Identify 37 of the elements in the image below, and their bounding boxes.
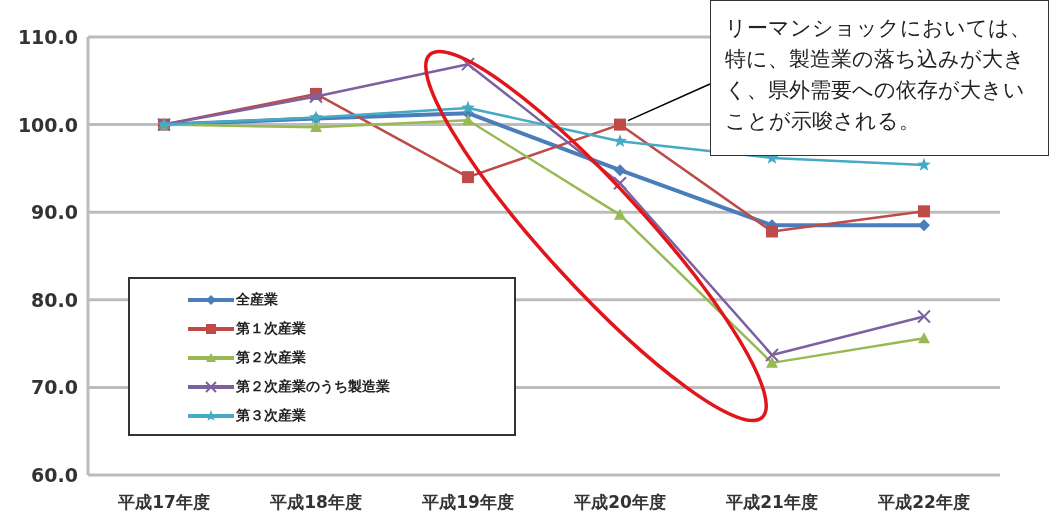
point — [917, 309, 931, 324]
point — [614, 208, 626, 220]
point — [766, 225, 778, 238]
y-tick-label: 70.0 — [31, 376, 78, 399]
point — [309, 89, 323, 104]
y-tick-label: 90.0 — [31, 201, 78, 224]
point — [462, 171, 474, 184]
legend-label: 第３次産業 — [236, 406, 306, 425]
point — [461, 57, 475, 72]
legend-label: 第２次産業のうち製造業 — [236, 377, 390, 396]
point — [766, 356, 778, 368]
x-tick-label: 平成17年度 — [117, 492, 210, 512]
point — [461, 100, 475, 114]
x-tick-label: 平成21年度 — [725, 492, 818, 512]
y-tick-label: 100.0 — [17, 113, 78, 136]
y-tick-label: 110.0 — [17, 26, 78, 48]
y-tick-label: 60.0 — [31, 464, 78, 486]
x-tick-label: 平成20年度 — [573, 492, 666, 512]
legend-label: 全産業 — [236, 290, 278, 309]
point — [613, 134, 627, 148]
point — [462, 114, 474, 126]
point — [918, 219, 930, 232]
point — [918, 332, 930, 344]
callout-box: リーマンショックにおいては、特に、製造業の落ち込みが大きく、県外需要への依存が大きいことが示唆される。 — [710, 0, 1049, 156]
point — [613, 176, 627, 191]
point — [918, 205, 930, 218]
legend-label: 第２次産業 — [236, 348, 306, 367]
point — [310, 121, 322, 133]
x-tick-label: 平成19年度 — [421, 492, 514, 512]
point — [765, 347, 779, 362]
legend-label: 第１次産業 — [236, 319, 306, 338]
y-tick-label: 80.0 — [31, 288, 78, 311]
x-tick-label: 平成18年度 — [269, 492, 362, 512]
point — [614, 164, 626, 177]
x-tick-label: 平成22年度 — [877, 492, 970, 512]
point — [614, 118, 626, 131]
point — [917, 157, 931, 171]
